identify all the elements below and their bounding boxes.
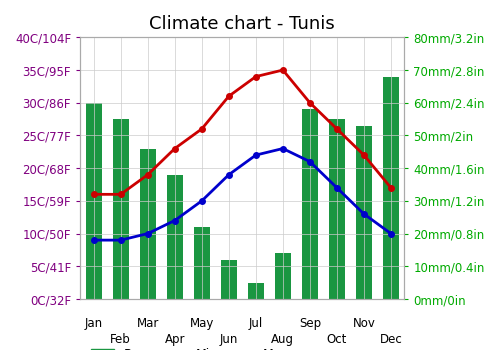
- Text: Nov: Nov: [352, 317, 376, 330]
- Bar: [140, 148, 156, 299]
- Text: Apr: Apr: [164, 333, 185, 346]
- Text: Jul: Jul: [248, 317, 263, 330]
- Bar: [302, 109, 318, 299]
- Bar: [329, 119, 345, 299]
- Bar: [356, 126, 372, 299]
- Text: Oct: Oct: [326, 333, 347, 346]
- Bar: [274, 253, 291, 299]
- Text: Aug: Aug: [272, 333, 294, 346]
- Legend: Prec, Min, Max: Prec, Min, Max: [86, 343, 294, 350]
- Bar: [248, 283, 264, 299]
- Text: Feb: Feb: [110, 333, 131, 346]
- Text: May: May: [190, 317, 214, 330]
- Text: Sep: Sep: [299, 317, 321, 330]
- Bar: [166, 175, 183, 299]
- Bar: [112, 119, 129, 299]
- Bar: [194, 227, 210, 299]
- Bar: [86, 103, 102, 299]
- Text: Jan: Jan: [84, 317, 102, 330]
- Bar: [220, 260, 237, 299]
- Text: Jun: Jun: [220, 333, 238, 346]
- Text: Dec: Dec: [380, 333, 402, 346]
- Bar: [383, 77, 399, 299]
- Title: Climate chart - Tunis: Climate chart - Tunis: [150, 15, 335, 33]
- Text: Mar: Mar: [136, 317, 159, 330]
